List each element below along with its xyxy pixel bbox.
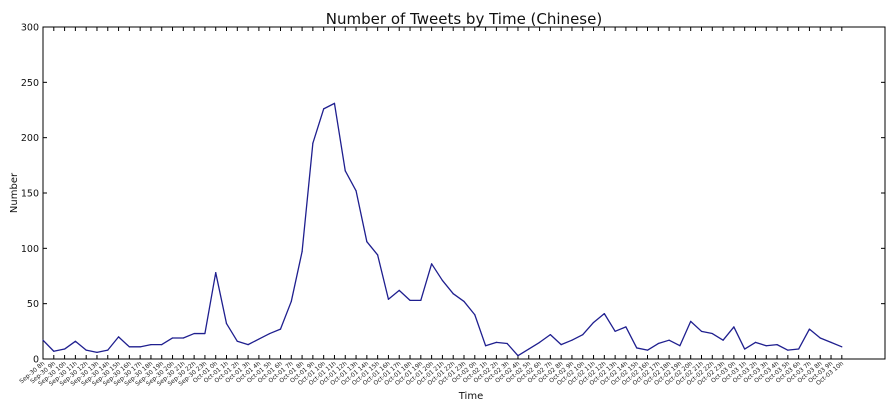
- data-point: [117, 336, 120, 338]
- plot-area: [42, 26, 886, 360]
- data-point: [355, 190, 357, 192]
- data-point: [830, 341, 832, 343]
- data-point: [53, 350, 55, 352]
- data-point: [571, 339, 573, 341]
- data-point: [744, 348, 746, 350]
- data-point: [517, 355, 519, 357]
- data-point: [700, 330, 703, 332]
- data-point: [808, 328, 811, 330]
- data-point: [290, 300, 292, 303]
- data-point: [409, 299, 411, 301]
- data-point: [787, 349, 789, 351]
- data-point: [247, 344, 249, 346]
- data-point: [582, 334, 584, 336]
- data-point: [269, 332, 271, 335]
- data-point: [85, 349, 87, 351]
- data-point: [549, 334, 551, 336]
- data-point: [528, 348, 530, 350]
- y-tick-label: 300: [21, 23, 39, 34]
- data-point: [733, 326, 735, 328]
- data-point: [798, 348, 800, 350]
- data-point: [614, 330, 616, 332]
- data-point: [96, 351, 98, 353]
- data-point: [279, 328, 282, 330]
- data-points: [42, 102, 843, 357]
- y-tick-label: 200: [21, 133, 39, 144]
- data-point: [538, 341, 541, 343]
- data-point: [646, 349, 649, 351]
- data-point: [495, 341, 497, 343]
- data-point: [560, 344, 562, 346]
- data-point: [236, 340, 238, 342]
- data-point: [128, 346, 130, 348]
- data-point: [819, 337, 821, 339]
- data-point: [679, 345, 681, 347]
- data-point: [690, 320, 692, 322]
- y-tick-label: 0: [33, 355, 39, 366]
- data-point: [636, 347, 638, 349]
- data-point: [312, 142, 314, 144]
- data-point: [63, 348, 66, 350]
- x-axis-label: Time: [458, 391, 483, 401]
- data-point: [215, 272, 217, 274]
- data-point: [171, 337, 174, 339]
- data-point: [258, 338, 260, 340]
- data-point: [182, 337, 184, 339]
- data-point: [193, 332, 195, 335]
- y-tick-label: 50: [27, 299, 39, 310]
- data-point: [441, 279, 444, 282]
- data-point: [301, 251, 303, 253]
- data-point: [765, 345, 767, 347]
- y-tick-label: 100: [21, 244, 39, 255]
- data-point: [398, 289, 400, 291]
- data-point: [592, 321, 595, 324]
- y-axis-label: Number: [9, 172, 20, 213]
- data-point: [625, 326, 627, 328]
- data-point: [225, 322, 228, 325]
- data-point: [474, 314, 476, 316]
- series-line: [42, 102, 843, 357]
- data-point: [204, 332, 206, 335]
- data-point: [484, 345, 487, 347]
- data-point: [668, 339, 670, 341]
- data-point: [323, 108, 325, 110]
- y-axis: 0 50 100 150 200 250 300: [21, 23, 885, 366]
- data-point: [452, 293, 454, 295]
- data-point: [161, 344, 163, 346]
- data-point: [776, 344, 778, 346]
- data-point: [463, 300, 465, 303]
- data-point: [377, 254, 379, 256]
- data-point: [42, 339, 44, 341]
- data-point: [722, 339, 724, 341]
- data-point: [754, 341, 757, 343]
- y-tick-label: 250: [21, 78, 39, 89]
- data-point: [366, 241, 368, 243]
- data-point: [506, 342, 508, 345]
- data-point: [344, 170, 346, 172]
- y-tick-label: 150: [21, 189, 39, 200]
- data-point: [420, 299, 422, 301]
- data-point: [841, 346, 843, 348]
- chart-title: Number of Tweets by Time (Chinese): [326, 10, 602, 28]
- data-point: [107, 349, 109, 351]
- data-point: [150, 344, 152, 346]
- data-point: [333, 102, 336, 104]
- data-point: [74, 340, 76, 342]
- data-point: [603, 313, 605, 315]
- data-point: [387, 298, 390, 300]
- data-point: [139, 346, 141, 348]
- data-point: [657, 342, 659, 345]
- data-point: [431, 263, 433, 265]
- data-point: [711, 332, 713, 335]
